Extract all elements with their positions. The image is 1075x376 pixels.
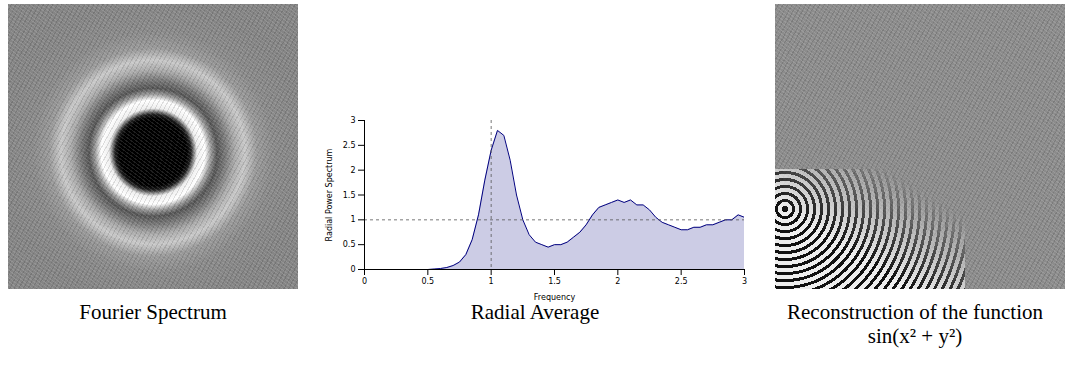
svg-text:0.5: 0.5 xyxy=(343,240,356,249)
svg-text:0: 0 xyxy=(350,265,355,274)
svg-text:1.5: 1.5 xyxy=(548,277,561,286)
svg-text:2: 2 xyxy=(350,166,355,175)
svg-text:3: 3 xyxy=(350,116,355,125)
svg-text:3: 3 xyxy=(742,277,747,286)
svg-text:0: 0 xyxy=(362,277,367,286)
svg-text:Radial Power Spectrum: Radial Power Spectrum xyxy=(325,148,334,241)
svg-text:2.5: 2.5 xyxy=(343,141,356,150)
svg-text:1: 1 xyxy=(350,215,355,224)
svg-text:Frequency: Frequency xyxy=(533,292,576,302)
svg-text:1.5: 1.5 xyxy=(343,191,356,200)
html-text:Reconstruction of the function: Reconstruction of the function sin(x² + … xyxy=(787,300,1043,348)
svg-text:2: 2 xyxy=(615,277,620,286)
svg-text:0.5: 0.5 xyxy=(421,277,434,286)
html-text:Fourier Spectrum: Fourier Spectrum xyxy=(79,300,227,324)
svg-text:1: 1 xyxy=(489,277,494,286)
html-text:Radial Average: Radial Average xyxy=(470,300,600,324)
svg-text:2.5: 2.5 xyxy=(675,277,688,286)
